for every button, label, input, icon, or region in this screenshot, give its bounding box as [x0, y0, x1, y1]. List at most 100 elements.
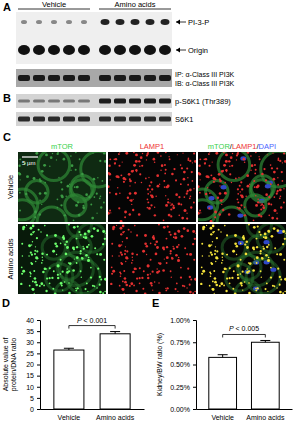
punctum: [163, 248, 165, 250]
punctum: [77, 225, 79, 227]
x-tick: Vehicle: [211, 414, 234, 421]
blot-strip: [16, 69, 172, 87]
punctum: [220, 231, 221, 232]
punctum: [171, 257, 173, 259]
punctum: [124, 250, 126, 252]
punctum: [96, 287, 97, 288]
tubule: [42, 236, 65, 259]
punctum: [268, 196, 270, 198]
punctum: [120, 227, 123, 230]
punctum: [122, 288, 125, 291]
punctum: [171, 173, 174, 176]
punctum: [215, 261, 216, 262]
tubule: [70, 180, 92, 202]
punctum: [149, 185, 151, 187]
punctum: [177, 154, 178, 155]
punctum: [209, 271, 211, 273]
y-tick: 0.00%: [170, 406, 196, 413]
punctum: [64, 243, 66, 245]
punctum: [260, 234, 262, 236]
punctum: [100, 206, 102, 208]
punctum: [268, 244, 270, 246]
punctum: [164, 164, 166, 166]
punctum: [121, 263, 123, 265]
micrograph: [198, 152, 286, 222]
punctum: [208, 153, 210, 155]
punctum: [144, 234, 147, 237]
punctum: [232, 153, 233, 154]
tlc-origin-spot: [144, 45, 156, 55]
punctum: [96, 193, 98, 195]
y-tick: 40: [26, 317, 40, 324]
error-bar-cap: [110, 331, 120, 332]
punctum: [173, 168, 175, 170]
punctum: [139, 165, 140, 166]
punctum: [154, 243, 156, 245]
punctum: [69, 184, 70, 185]
punctum: [52, 250, 55, 253]
punctum: [251, 164, 254, 167]
punctum: [108, 212, 110, 215]
punctum: [216, 237, 218, 239]
punctum: [171, 277, 172, 278]
punctum: [68, 224, 70, 225]
punctum: [35, 261, 36, 262]
tlc-spot: [116, 19, 125, 25]
row-label: Vehicle: [6, 175, 15, 199]
error-bar: [218, 355, 228, 358]
punctum: [214, 277, 217, 280]
punctum: [39, 192, 42, 195]
punctum: [164, 259, 165, 260]
punctum: [158, 270, 160, 272]
micrograph: [18, 224, 106, 294]
punctum: [279, 189, 282, 192]
punctum: [110, 212, 111, 213]
y-tick-mark: [37, 398, 40, 399]
punctum: [54, 242, 57, 245]
punctum: [168, 156, 169, 157]
panel-letter: C: [3, 131, 11, 143]
blot-band: [144, 75, 156, 81]
punctum: [81, 277, 82, 278]
y-tick-label: 1.00%: [170, 317, 190, 324]
punctum: [278, 158, 280, 160]
punctum: [165, 288, 166, 289]
punctum: [42, 271, 45, 274]
punctum: [178, 230, 181, 233]
blot-band: [33, 117, 45, 122]
punctum: [105, 232, 106, 233]
punctum: [87, 291, 88, 292]
punctum: [271, 167, 273, 169]
blot-strip: [16, 112, 172, 126]
punctum: [282, 180, 284, 182]
punctum: [56, 254, 57, 255]
y-tick-label: 15: [26, 372, 34, 379]
punctum: [119, 271, 121, 273]
tlc-spot: [146, 19, 155, 25]
punctum: [262, 246, 263, 247]
punctum: [253, 180, 255, 182]
blot-band: [48, 100, 60, 103]
punctum: [221, 170, 224, 173]
punctum: [202, 270, 205, 273]
tubule: [250, 180, 272, 202]
punctum: [273, 227, 276, 230]
punctum: [188, 158, 190, 160]
punctum: [157, 152, 160, 154]
punctum: [246, 246, 249, 249]
punctum: [109, 158, 111, 160]
punctum: [108, 173, 111, 176]
punctum: [260, 270, 262, 272]
punctum: [211, 263, 213, 265]
punctum: [229, 282, 231, 284]
tspan: Kidney/BW ratio (%): [156, 333, 164, 396]
punctum: [195, 232, 196, 233]
punctum: [213, 181, 215, 183]
punctum: [104, 291, 106, 293]
punctum: [120, 220, 123, 222]
punctum: [167, 198, 169, 200]
punctum: [255, 204, 258, 207]
punctum: [152, 236, 155, 239]
punctum: [282, 243, 284, 245]
punctum: [237, 188, 239, 190]
